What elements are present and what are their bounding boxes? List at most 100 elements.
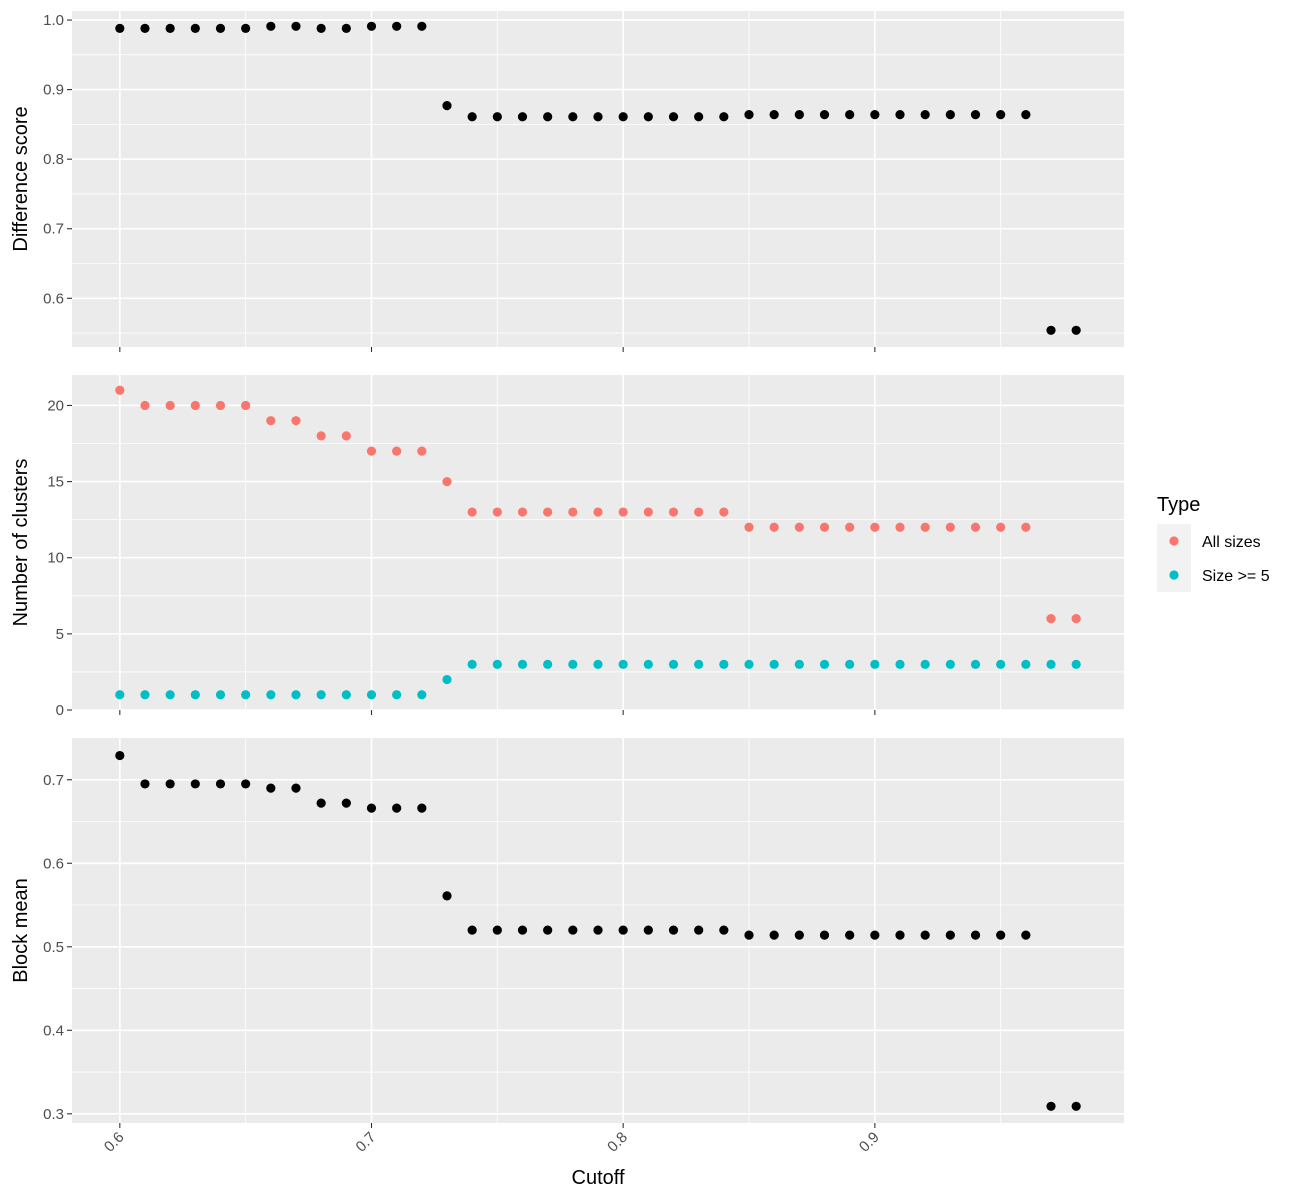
data-point	[241, 779, 251, 789]
data-point	[165, 779, 175, 789]
data-point	[517, 659, 528, 669]
data-point	[945, 659, 955, 669]
data-point	[417, 803, 427, 813]
data-point	[643, 659, 653, 669]
data-point	[241, 690, 251, 700]
data-point	[1046, 614, 1056, 624]
data-point	[266, 690, 276, 700]
data-point	[291, 416, 301, 426]
series-size-5	[115, 659, 1081, 700]
data-point	[392, 446, 402, 456]
x-tick-label: 0.6	[101, 1129, 128, 1156]
y-tick-label: 10	[47, 550, 64, 567]
data-point	[316, 431, 326, 441]
data-point	[769, 659, 779, 669]
data-point	[870, 522, 880, 532]
data-point	[568, 925, 578, 935]
data-point	[970, 659, 981, 669]
data-point	[568, 112, 578, 122]
y-tick-label: 20	[47, 397, 64, 414]
data-point	[341, 690, 351, 700]
data-point	[945, 110, 955, 120]
data-point	[442, 891, 452, 901]
data-point	[970, 110, 981, 120]
data-point	[719, 112, 729, 122]
data-point	[996, 110, 1006, 120]
data-point	[492, 925, 502, 935]
data-point	[392, 803, 402, 813]
data-point	[945, 930, 955, 940]
legend-label: All sizes	[1202, 534, 1261, 551]
legend-title: Type	[1157, 494, 1200, 516]
data-point	[845, 522, 855, 532]
legend-key-point	[1169, 570, 1179, 580]
data-point	[744, 110, 754, 120]
panel-background	[72, 11, 1124, 347]
data-point	[970, 522, 981, 532]
data-point	[819, 522, 830, 532]
data-point	[492, 112, 502, 122]
data-point	[719, 659, 729, 669]
data-point	[819, 659, 830, 669]
y-tick-label: 0.8	[43, 151, 64, 168]
data-point	[920, 930, 930, 940]
data-point	[366, 690, 377, 700]
data-point	[316, 23, 326, 33]
data-point	[140, 779, 150, 789]
data-point	[291, 690, 301, 700]
data-point	[215, 23, 226, 33]
series-points	[115, 21, 1081, 335]
data-point	[215, 779, 226, 789]
data-point	[1071, 325, 1081, 335]
data-point	[190, 400, 200, 411]
legend-items: All sizes Size >= 5	[1157, 524, 1270, 592]
data-point	[1021, 522, 1031, 532]
data-point	[316, 798, 326, 808]
data-point	[115, 750, 125, 761]
data-point	[719, 925, 729, 935]
legend-key-point	[1169, 536, 1179, 546]
y-tick-label: 5	[56, 626, 64, 643]
y-tick-label: 15	[47, 474, 64, 491]
data-point	[165, 690, 175, 700]
data-point	[920, 522, 930, 532]
data-point	[467, 507, 477, 517]
data-point	[140, 400, 150, 411]
data-point	[643, 925, 653, 935]
data-point	[996, 522, 1006, 532]
data-point	[593, 112, 603, 122]
data-point	[870, 110, 880, 120]
x-tick-label: 0.8	[604, 1129, 631, 1156]
data-point	[1071, 659, 1081, 669]
data-point	[543, 507, 553, 517]
data-point	[140, 23, 150, 33]
data-point	[241, 400, 251, 411]
data-point	[668, 925, 679, 935]
y-tick-label: 0.5	[43, 939, 64, 956]
y-tick-label: 0.6	[43, 290, 64, 307]
data-point	[945, 522, 955, 532]
data-point	[769, 522, 779, 532]
data-point	[392, 690, 402, 700]
data-point	[341, 798, 351, 808]
legend: Type All sizes Size >= 5	[1157, 494, 1270, 592]
data-point	[266, 783, 276, 793]
data-point	[744, 659, 754, 669]
data-point	[417, 446, 427, 456]
data-point	[115, 690, 125, 700]
data-point	[794, 110, 804, 120]
data-point	[618, 925, 628, 935]
y-tick-label: 1.0	[43, 12, 64, 29]
data-point	[668, 659, 679, 669]
y-axis-title: Difference score	[10, 106, 32, 251]
data-point	[366, 446, 377, 456]
data-point	[392, 21, 402, 31]
data-point	[744, 930, 754, 940]
data-point	[266, 416, 276, 426]
data-point	[190, 23, 200, 33]
data-point	[467, 925, 477, 935]
data-point	[593, 659, 603, 669]
y-axis-title: Number of clusters	[10, 459, 32, 627]
data-point	[215, 690, 226, 700]
data-point	[190, 690, 200, 700]
